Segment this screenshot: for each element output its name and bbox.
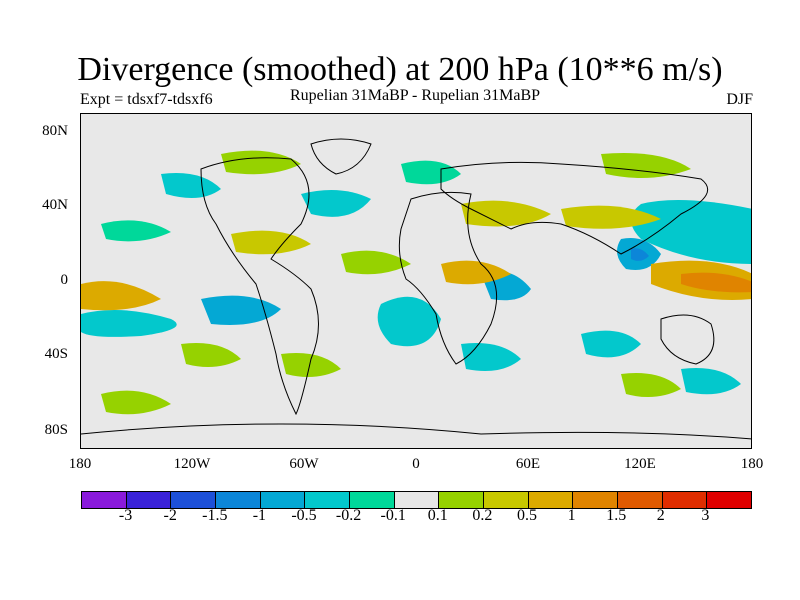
map-panel	[80, 113, 752, 449]
colorbar-label: 1.5	[606, 507, 627, 524]
colorbar-label: 0.1	[427, 507, 448, 524]
colorbar-label: 3	[701, 507, 710, 524]
colorbar-label: 0.2	[472, 507, 493, 524]
colorbar-box-7	[394, 492, 440, 508]
colorbar-box-10	[528, 492, 574, 508]
colorbar-label: -0.2	[335, 507, 362, 524]
colorbar-label: -0.5	[291, 507, 317, 524]
negative-divergence-regions	[81, 160, 751, 395]
experiment-label: Expt = tdsxf7-tdsxf6	[80, 91, 213, 108]
lat-label-80s: 80S	[44, 422, 68, 438]
colorbar	[81, 491, 752, 509]
lon-label-0: 0	[412, 456, 420, 472]
colorbar-box-9	[484, 492, 529, 508]
colorbar-label: -1	[252, 507, 267, 524]
colorbar-box-0	[82, 492, 127, 508]
colorbar-box-4	[260, 492, 306, 508]
lon-label-120e: 120E	[624, 456, 656, 472]
lat-label-0: 0	[60, 272, 69, 288]
lon-label-60w: 60W	[289, 456, 319, 472]
lat-label-40s: 40S	[44, 346, 68, 362]
colorbar-label: -2	[163, 507, 177, 524]
colorbar-box-6	[350, 492, 395, 508]
colorbar-box-3	[216, 492, 261, 508]
coastlines	[81, 138, 751, 440]
colorbar-box-8	[439, 492, 485, 508]
lat-label-40n: 40N	[42, 197, 68, 213]
colorbar-label: -3	[118, 507, 133, 524]
colorbar-box-5	[305, 492, 351, 508]
colorbar-label: 0.5	[517, 507, 537, 524]
plot-title: Divergence (smoothed) at 200 hPa (10**6 …	[77, 51, 723, 88]
colorbar-box-12	[618, 492, 663, 508]
colorbar-label: -1.5	[202, 507, 228, 524]
colorbar-box-14	[707, 492, 752, 508]
subtitle-label: Rupelian 31MaBP - Rupelian 31MaBP	[289, 87, 541, 104]
colorbar-box-1	[126, 492, 172, 508]
colorbar-label: 2	[656, 507, 665, 524]
colorbar-label: 1	[567, 507, 576, 524]
season-label: DJF	[726, 91, 753, 108]
divergence-field	[81, 138, 751, 440]
lat-label-80n: 80N	[42, 123, 68, 139]
positive-divergence-regions	[81, 150, 751, 415]
colorbar-box-13	[662, 492, 708, 508]
lon-label-120w: 120W	[173, 456, 211, 472]
lon-label-180w: 180	[68, 456, 92, 472]
lon-label-180e: 180	[740, 456, 764, 472]
colorbar-label: -0.1	[380, 507, 406, 524]
lon-label-60e: 60E	[515, 456, 541, 472]
colorbar-box-2	[171, 492, 217, 508]
colorbar-box-11	[573, 492, 619, 508]
